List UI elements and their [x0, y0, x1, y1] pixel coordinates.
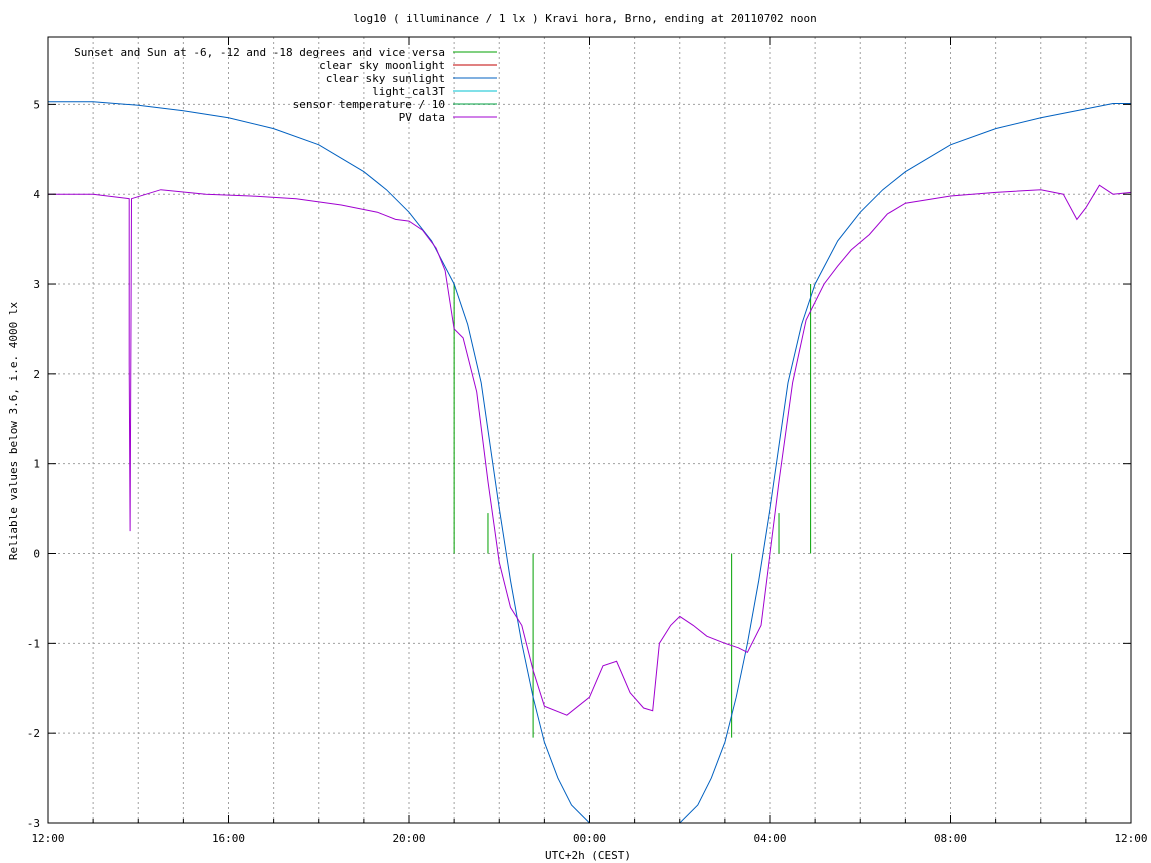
series-pv-data — [48, 184, 1131, 716]
legend-label: sensor temperature / 10 — [293, 98, 445, 111]
y-tick-label: 1 — [33, 458, 40, 471]
legend-label: PV data — [399, 111, 445, 124]
x-tick-label: 08:00 — [934, 832, 967, 845]
grid — [48, 37, 1131, 823]
y-tick-label: 2 — [33, 368, 40, 381]
y-tick-label: 0 — [33, 548, 40, 561]
y-tick-label: -3 — [27, 817, 40, 830]
x-axis-label: UTC+2h (CEST) — [545, 849, 631, 862]
chart-title: log10 ( illuminance / 1 lx ) Kravi hora,… — [353, 12, 817, 25]
y-tick-label: -2 — [27, 727, 40, 740]
series-clear-sky-sunlight — [48, 101, 1131, 823]
y-tick-label: 5 — [33, 98, 40, 111]
x-tick-label: 20:00 — [392, 832, 425, 845]
x-tick-label: 12:00 — [31, 832, 64, 845]
y-tick-label: 4 — [33, 188, 40, 201]
legend-label: light_cal3T — [372, 85, 445, 98]
legend-label: Sunset and Sun at -6, -12 and -18 degree… — [74, 46, 445, 59]
series-group — [48, 101, 1131, 823]
legend-label: clear sky moonlight — [319, 59, 445, 72]
legend-label: clear sky sunlight — [326, 72, 445, 85]
y-tick-label: 3 — [33, 278, 40, 291]
y-axis-label: Reliable values below 3.6, i.e. 4000 lx — [7, 301, 20, 560]
x-tick-label: 12:00 — [1114, 832, 1147, 845]
x-tick-label: 00:00 — [573, 832, 606, 845]
x-tick-label: 16:00 — [212, 832, 245, 845]
x-tick-label: 04:00 — [753, 832, 786, 845]
y-tick-label: -1 — [27, 637, 40, 650]
plot-frame — [47, 36, 1132, 824]
legend: Sunset and Sun at -6, -12 and -18 degree… — [74, 46, 497, 124]
axis-ticks: 12:00 16:00 20:00 00:00 04:00 08:00 12:00 5 4 3 2 1… — [27, 37, 1148, 845]
